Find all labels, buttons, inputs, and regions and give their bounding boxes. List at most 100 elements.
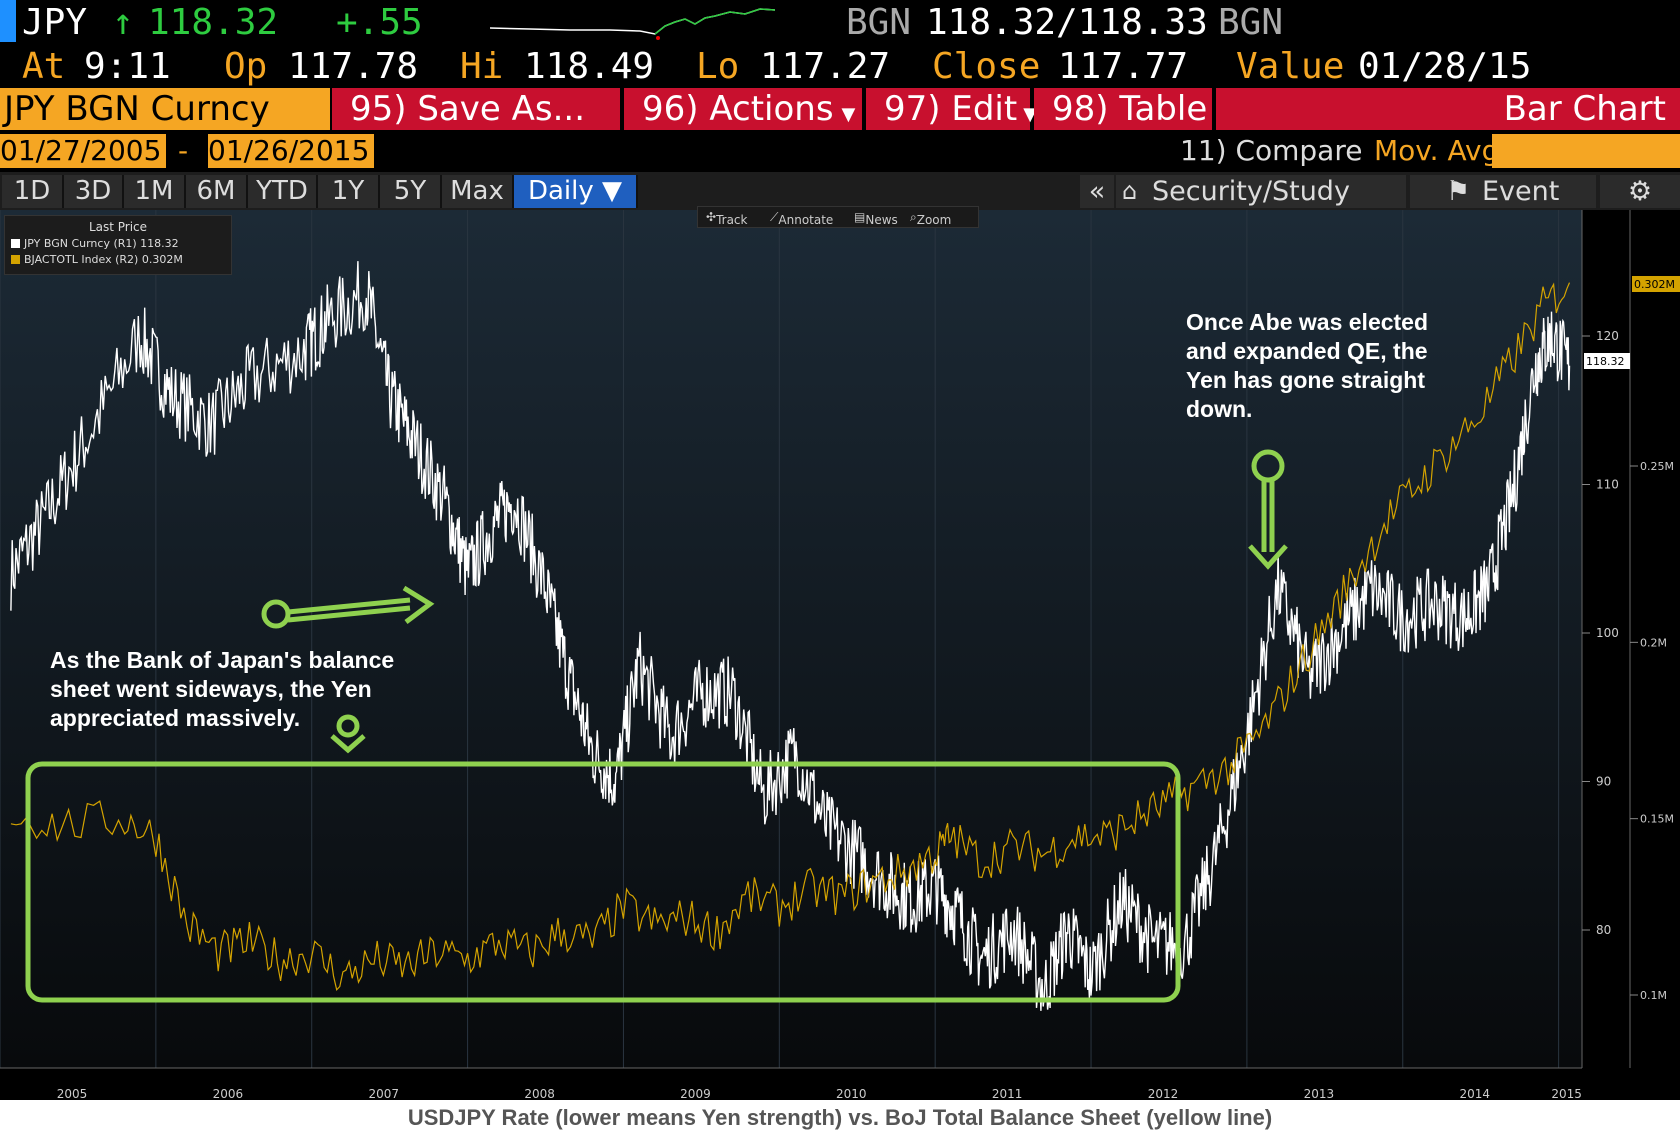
event-label: Event bbox=[1482, 176, 1560, 207]
price-change: +.55 bbox=[336, 2, 423, 43]
y-tick-label: 80 bbox=[1596, 923, 1611, 937]
event-button[interactable]: ⚑ Event bbox=[1410, 175, 1596, 208]
y-tick-label: 110 bbox=[1596, 478, 1619, 492]
close-label: Close bbox=[932, 46, 1041, 87]
flag-icon: ⚑ bbox=[1446, 176, 1471, 207]
x-tick-label: 2013 bbox=[1304, 1087, 1335, 1101]
legend: Last Price JPY BGN Curncy (R1) 118.32 BJ… bbox=[4, 215, 232, 275]
bar-chart-view[interactable]: Bar Chart bbox=[1216, 88, 1680, 130]
value-date: 01/28/15 bbox=[1358, 46, 1532, 87]
tab-ytd[interactable]: YTD bbox=[248, 175, 318, 208]
x-tick-label: 2015 bbox=[1551, 1087, 1582, 1101]
chart-icon: ⌂ bbox=[1122, 177, 1138, 205]
chevron-down-icon: ▼ bbox=[1023, 104, 1038, 125]
boj-balance-series-line bbox=[10, 282, 1571, 992]
frequency-dropdown[interactable]: Daily ▼ bbox=[514, 175, 638, 208]
chevron-down-icon: ▼ bbox=[841, 104, 856, 125]
save-as-button[interactable]: 95) Save As... bbox=[332, 88, 622, 130]
op-label: Op bbox=[224, 46, 268, 87]
gridlines bbox=[0, 210, 1560, 1068]
track-button[interactable]: ✣ Track bbox=[706, 210, 748, 227]
annotation-right: Once Abe was elected and expanded QE, th… bbox=[1186, 308, 1428, 424]
y2-tick-label: 0.2M bbox=[1640, 636, 1667, 649]
security-study-button[interactable]: ⌂ Security/Study bbox=[1116, 175, 1406, 208]
sparkline bbox=[490, 8, 775, 40]
last-value-tag-y1: 118.32 bbox=[1584, 353, 1630, 369]
zoom-button[interactable]: ⌕ Zoom bbox=[910, 210, 952, 227]
annotation-line: Once Abe was elected bbox=[1186, 309, 1429, 335]
mov-avgs-field[interactable] bbox=[1492, 134, 1680, 168]
ask-source: BGN bbox=[1218, 2, 1284, 43]
actions-button[interactable]: 96) Actions ▼ bbox=[624, 88, 864, 130]
series-group bbox=[10, 261, 1571, 1011]
quote-details: At 9:11 Op 117.78 Hi 118.49 Lo 117.27 Cl… bbox=[0, 46, 1680, 88]
annotation-left: As the Bank of Japan's balance sheet wen… bbox=[50, 646, 394, 733]
ticker: JPY bbox=[22, 2, 88, 43]
last-value-y1: 118.32 bbox=[1586, 355, 1625, 368]
tab-max[interactable]: Max bbox=[442, 175, 514, 208]
y-tick-label: 120 bbox=[1596, 329, 1619, 343]
gear-icon[interactable]: ⚙ bbox=[1600, 175, 1680, 208]
mov-avgs-button[interactable]: Mov. Avgs bbox=[1374, 134, 1514, 167]
annotation-line: down. bbox=[1186, 396, 1253, 422]
security-field[interactable]: JPY BGN Curncy bbox=[0, 88, 330, 130]
at-label: At bbox=[22, 46, 66, 87]
lo-value: 117.27 bbox=[760, 46, 891, 87]
compare-button[interactable]: 11) Compare bbox=[1180, 134, 1363, 167]
quote-header: JPY ↑ 118.32 +.55 BGN 118.32/118.33 BGN bbox=[0, 0, 1680, 46]
end-date-input[interactable]: 01/26/2015 bbox=[208, 134, 374, 168]
y-tick-label: 100 bbox=[1596, 626, 1619, 640]
legend-swatch bbox=[11, 239, 20, 248]
tab-1y[interactable]: 1Y bbox=[318, 175, 380, 208]
chart-tools: ✣ Track ⟋ Annotate ▤ News ⌕ Zoom bbox=[697, 206, 979, 228]
actions-label: 96) Actions bbox=[642, 89, 834, 129]
y2-tick-label: 0.1M bbox=[1640, 989, 1667, 1002]
bid-ask: 118.32/118.33 bbox=[926, 2, 1208, 43]
annotation-line: As the Bank of Japan's balance bbox=[50, 647, 395, 673]
edit-button[interactable]: 97) Edit ▼ bbox=[866, 88, 1037, 130]
y-tick-label: 90 bbox=[1596, 775, 1611, 789]
edit-label: 97) Edit bbox=[884, 89, 1018, 129]
value-label: Value bbox=[1236, 46, 1345, 87]
date-range-bar: 01/27/2005 - 01/26/2015 11) Compare Mov.… bbox=[0, 132, 1680, 172]
period-tabs: 1D 3D 1M 6M YTD 1Y 5Y Max Daily ▼ « ⌂ Se… bbox=[0, 172, 1680, 210]
x-tick-label: 2007 bbox=[368, 1087, 399, 1101]
legend-title: Last Price bbox=[88, 220, 148, 234]
close-value: 117.77 bbox=[1058, 46, 1189, 87]
date-separator: - bbox=[178, 134, 189, 167]
down-arrow-icon bbox=[1248, 449, 1288, 570]
selection-marker bbox=[0, 0, 16, 42]
annotate-label: Annotate bbox=[778, 213, 834, 227]
track-label: Track bbox=[716, 213, 748, 227]
table-button[interactable]: 98) Table bbox=[1034, 88, 1214, 130]
bid-source: BGN bbox=[846, 2, 912, 43]
annotation-line: and expanded QE, the bbox=[1186, 338, 1428, 364]
x-tick-label: 2008 bbox=[524, 1087, 555, 1101]
start-date-input[interactable]: 01/27/2005 bbox=[0, 134, 166, 168]
legend-item: BJACTOTL Index (R2) 0.302M bbox=[11, 253, 183, 266]
security-study-label: Security/Study bbox=[1152, 176, 1350, 207]
x-tick-label: 2014 bbox=[1459, 1087, 1490, 1101]
collapse-button[interactable]: « bbox=[1080, 175, 1114, 208]
tab-3d[interactable]: 3D bbox=[64, 175, 124, 208]
tab-6m[interactable]: 6M bbox=[186, 175, 248, 208]
command-bar: JPY BGN Curncy 95) Save As... 96) Action… bbox=[0, 88, 1680, 132]
usdjpy-series-line bbox=[10, 261, 1571, 1011]
x-tick-label: 2012 bbox=[1148, 1087, 1179, 1101]
annotate-button[interactable]: ⟋ Annotate bbox=[770, 210, 834, 227]
news-label: News bbox=[865, 213, 898, 227]
x-tick-label: 2006 bbox=[213, 1087, 244, 1101]
last-value-y2: 0.302M bbox=[1634, 278, 1675, 291]
legend-label: BJACTOTL Index (R2) 0.302M bbox=[24, 253, 183, 266]
hi-label: Hi bbox=[460, 46, 504, 87]
op-value: 117.78 bbox=[288, 46, 419, 87]
up-arrow-icon: ↑ bbox=[112, 2, 134, 43]
x-tick-label: 2009 bbox=[680, 1087, 711, 1101]
legend-item: JPY BGN Curncy (R1) 118.32 bbox=[11, 237, 179, 250]
chart: 2005 2006 2007 2008 2009 2010 2011 2012 2013 2014… bbox=[0, 210, 1680, 1101]
lo-label: Lo bbox=[696, 46, 740, 87]
tab-1m[interactable]: 1M bbox=[124, 175, 186, 208]
tab-5y[interactable]: 5Y bbox=[380, 175, 442, 208]
news-button[interactable]: ▤ News bbox=[854, 210, 898, 227]
tab-1d[interactable]: 1D bbox=[2, 175, 64, 208]
